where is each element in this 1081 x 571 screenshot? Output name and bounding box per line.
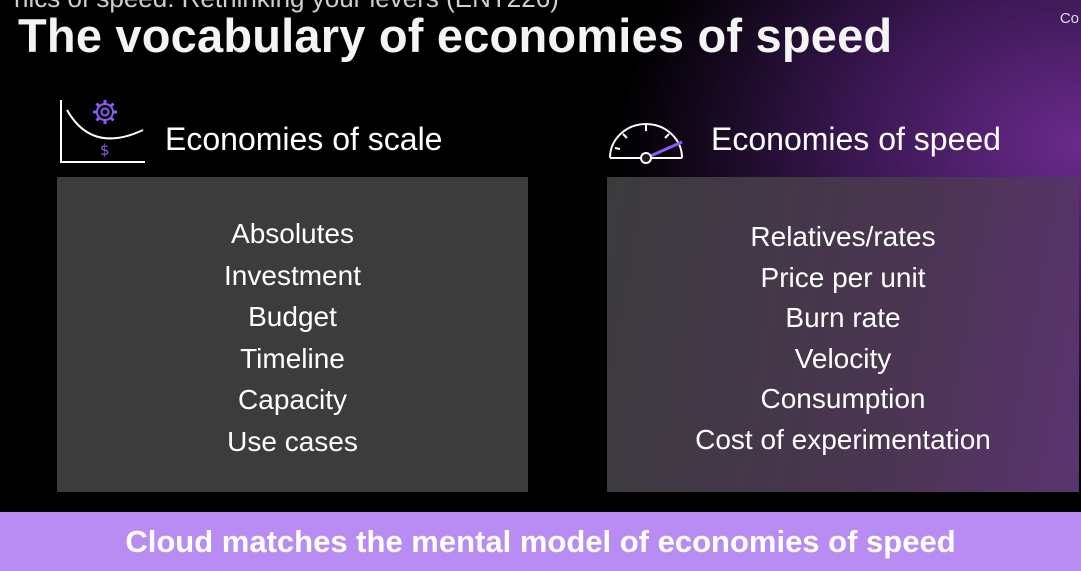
list-item: Absolutes — [231, 218, 354, 249]
partial-video-title: nics of speed: Rethinking your levers (E… — [14, 0, 559, 14]
list-item: Velocity — [794, 342, 892, 374]
conclusion-text: Cloud matches the mental model of econom… — [125, 524, 956, 559]
list-item: Capacity — [238, 384, 347, 415]
economies-of-scale-panel: Absolutes Investment Budget Timeline Cap… — [57, 177, 528, 492]
list-item: Burn rate — [785, 302, 901, 333]
list-item: Relatives/rates — [750, 221, 936, 252]
speedometer-icon — [609, 123, 683, 164]
list-item: Cost of experimentation — [695, 423, 991, 455]
economies-of-speed-panel: Relatives/rates Price per unit Burn rate… — [607, 177, 1079, 492]
slide-title: The vocabulary of economies of speed — [18, 9, 893, 62]
scale-vocabulary-list: Absolutes Investment Budget Timeline Cap… — [57, 213, 528, 462]
speed-vocabulary-list: Relatives/rates Price per unit Burn rate… — [607, 217, 1079, 460]
list-item: Budget — [248, 301, 337, 332]
list-item: Use cases — [227, 425, 358, 457]
list-item: Investment — [224, 259, 361, 291]
list-item: Consumption — [760, 383, 926, 414]
list-item: Timeline — [240, 342, 345, 374]
svg-text:$: $ — [100, 141, 110, 159]
list-item: Price per unit — [760, 261, 926, 293]
economies-of-scale-heading: Economies of scale — [165, 121, 443, 157]
economies-of-speed-heading: Economies of speed — [711, 121, 1001, 157]
corner-text: Co — [1059, 10, 1079, 27]
cost-curve-gear-icon: $ — [60, 100, 145, 163]
conclusion-banner: Cloud matches the mental model of econom… — [0, 512, 1081, 571]
